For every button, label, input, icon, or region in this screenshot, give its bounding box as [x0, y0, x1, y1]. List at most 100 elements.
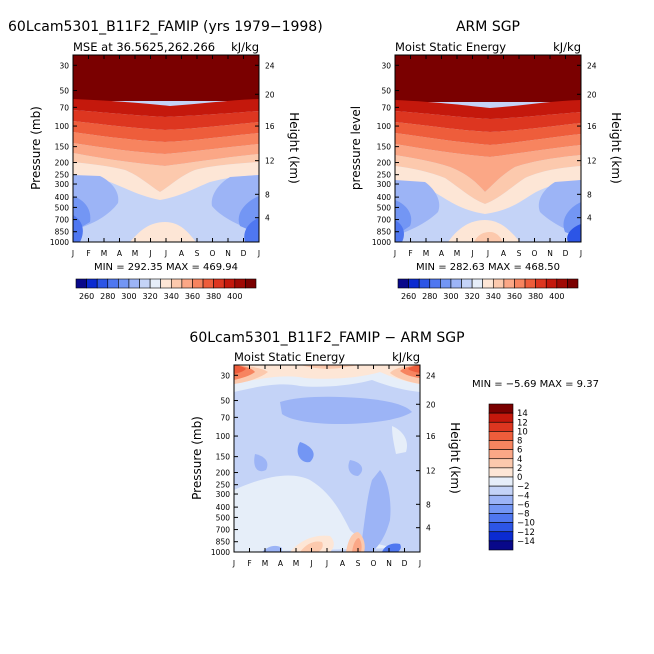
y-tick-label: 700 [216, 526, 231, 535]
y-tick-label: 30 [220, 371, 230, 380]
y-right-tick-label: 12 [265, 157, 275, 166]
colorbar-label: 260 [79, 292, 94, 301]
y-tick-label: 50 [220, 397, 230, 406]
x-tick-label: J [579, 249, 582, 258]
colorbar-swatch [450, 278, 462, 289]
y-tick-label: 150 [216, 453, 231, 462]
y-right-tick-label: 4 [426, 524, 431, 533]
y-tick-label: 300 [216, 490, 231, 499]
contour-band [395, 133, 581, 157]
contour-band [360, 470, 391, 552]
y-right-tick-label: 8 [426, 500, 431, 509]
colorbar-label: 320 [142, 292, 157, 301]
y-right-tick-label: 16 [426, 432, 436, 441]
contour-band [392, 426, 408, 454]
colorbar-label: 360 [185, 292, 200, 301]
colorbar-swatch [160, 278, 172, 289]
x-tick-label: J [164, 249, 167, 258]
x-tick-label: A [278, 559, 284, 568]
y-tick-label: 100 [216, 432, 231, 441]
contour-band [395, 100, 581, 119]
panel-2-subtitle-left: Moist Static Energy [395, 40, 506, 54]
contour-band [73, 215, 83, 242]
contour-band [395, 55, 581, 102]
x-tick-label: J [309, 559, 312, 568]
panel-2-minmax: MIN = 282.63 MAX = 468.50 [416, 262, 560, 273]
contour-band [234, 365, 246, 374]
colorbar-swatch [170, 278, 183, 289]
contour-band [348, 460, 363, 476]
panel-2-subtitle-right: kJ/kg [553, 40, 581, 54]
contour-band [300, 365, 370, 369]
colorbar-swatch [234, 278, 246, 289]
colorbar-label: 14 [517, 409, 528, 419]
x-tick-label: M [454, 249, 460, 258]
x-tick-label: S [517, 249, 522, 258]
y-tick-label: 200 [55, 159, 70, 168]
y-tick-label: 150 [377, 143, 392, 152]
colorbar-model: 260 280 300 320 340 360 380 400 [75, 278, 257, 301]
contour-band [280, 396, 412, 424]
colorbar-swatch [418, 278, 431, 289]
x-tick-label: J [232, 559, 235, 568]
x-tick-label: F [408, 249, 412, 258]
panel-1-contours [73, 55, 259, 242]
y-tick-label: 30 [59, 61, 69, 70]
colorbar-swatch [461, 278, 473, 289]
contour-band [130, 222, 196, 242]
colorbar-swatch [429, 278, 441, 289]
colorbar-swatch [514, 278, 526, 289]
y-tick-label: 400 [377, 193, 392, 202]
x-tick-label: D [563, 249, 569, 258]
contour-band [297, 442, 314, 463]
panel-3-contours [234, 365, 420, 552]
contour-band [408, 365, 420, 373]
panel-model-mse: 60Lcam5301_B11F2_FAMIP (yrs 1979−1998) M… [8, 19, 323, 273]
panel-3-title: 60Lcam5301_B11F2_FAMIP − ARM SGP [189, 330, 464, 346]
colorbar-swatch [488, 531, 514, 542]
y-tick-label: 30 [381, 61, 391, 70]
colorbar-label: 320 [464, 292, 479, 301]
colorbar-swatch [488, 476, 514, 487]
contour-band [352, 538, 362, 552]
y-right-tick-label: 20 [426, 400, 436, 409]
panel-1-ylabel: Pressure (mb) [29, 106, 43, 190]
colorbar-swatch [397, 278, 409, 289]
x-tick-label: O [371, 559, 377, 568]
contour-band [382, 543, 401, 552]
contour-band [234, 365, 420, 384]
colorbar-swatch [139, 278, 151, 289]
contour-band [73, 143, 259, 166]
colorbar-label: 6 [517, 446, 522, 456]
y-tick-label: 1000 [211, 548, 230, 557]
y-tick-label: 70 [220, 413, 230, 422]
x-tick-label: J [71, 249, 74, 258]
colorbar-swatch [488, 449, 514, 460]
colorbar-label: 360 [507, 292, 522, 301]
panel-1-axes: J F M A M J J A S O N D J305070100150200250300400500… [50, 55, 275, 258]
x-tick-label: J [257, 249, 260, 258]
colorbar-label: 8 [517, 437, 522, 447]
y-right-tick-label: 8 [265, 190, 270, 199]
colorbar-arm: 260 280 300 320 340 360 380 400 [397, 278, 579, 301]
colorbar-label: −10 [517, 519, 535, 529]
contour-band [395, 220, 404, 242]
colorbar-label: 10 [517, 427, 528, 437]
contour-band [73, 99, 259, 117]
y-tick-label: 700 [55, 216, 70, 225]
colorbar-swatch [488, 467, 514, 478]
colorbar-swatch [86, 278, 98, 289]
y-tick-label: 200 [216, 469, 231, 478]
colorbar-swatch [107, 278, 119, 289]
x-tick-label: M [293, 559, 299, 568]
contour-band [73, 132, 259, 154]
colorbar-label: 340 [164, 292, 179, 301]
contour-band [395, 111, 581, 132]
colorbar-label: 340 [486, 292, 501, 301]
colorbar-swatch [503, 278, 515, 289]
contour-band [395, 155, 581, 204]
y-right-tick-label: 4 [587, 214, 592, 223]
colorbar-label: 300 [121, 292, 136, 301]
y-tick-label: 1000 [50, 238, 69, 247]
